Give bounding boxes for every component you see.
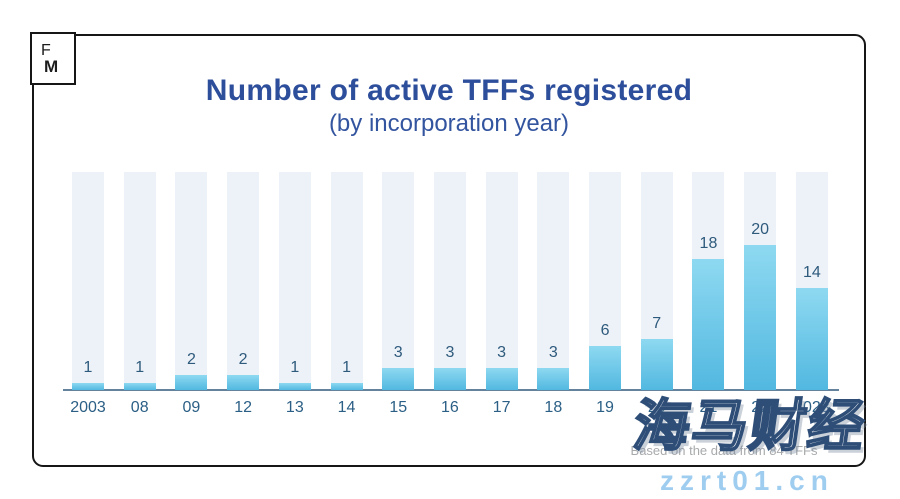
bar-column: 3 15 <box>382 172 415 416</box>
fm-logo-letter-m: M <box>44 56 59 76</box>
bar <box>72 383 104 390</box>
bar-value-label: 2 <box>238 351 248 368</box>
bar-value-label: 2 <box>186 351 196 368</box>
bar <box>744 245 777 390</box>
bar-value-label: 3 <box>393 344 403 361</box>
source-caption: Based on the data from 84 TFFs <box>630 443 818 458</box>
x-tick-label: 2023 <box>794 399 830 416</box>
watermark-url-text: zzrt01.cn <box>660 465 834 496</box>
bar-value-label: 20 <box>751 221 770 238</box>
bar-value-label: 1 <box>342 359 351 376</box>
x-tick-label: 17 <box>492 399 511 416</box>
watermark-cjk-text: 海马财经 <box>629 393 872 458</box>
x-tick-label: 09 <box>182 399 201 416</box>
bar <box>692 259 725 390</box>
bar <box>795 288 828 390</box>
bar-column: 18 21 <box>692 172 725 416</box>
chart-subtitle: (by incorporation year) <box>328 110 570 137</box>
bar <box>227 375 260 390</box>
fm-logo: F M <box>30 32 76 85</box>
fm-logo-letter-f: F <box>41 41 51 59</box>
bar <box>640 339 673 390</box>
x-tick-label: 12 <box>234 399 253 416</box>
bar-value-label: 14 <box>802 264 821 281</box>
x-axis-line <box>63 389 839 391</box>
bar-column: 3 16 <box>433 172 466 416</box>
x-tick-label: 15 <box>389 399 408 416</box>
x-tick-label: 16 <box>441 399 459 416</box>
bar-column: 1 08 <box>123 172 156 416</box>
x-tick-label: 13 <box>285 399 304 416</box>
x-tick-label: 08 <box>130 399 149 416</box>
bar-value-label: 1 <box>83 359 93 376</box>
x-tick-label: 18 <box>544 399 563 416</box>
bar-value-label: 1 <box>290 359 300 376</box>
bar-column: 2 09 <box>175 172 208 416</box>
chart-frame-border <box>32 34 866 467</box>
chart-title: Number of active TFFs registered <box>205 74 693 107</box>
bar-value-label: 18 <box>699 235 718 252</box>
x-tick-label: 19 <box>596 399 614 416</box>
bar-value-label: 6 <box>600 322 610 339</box>
chart-columns: 1 2003 1 08 2 09 2 12 1 13 1 14 3 15 3 16 3 17 3 18 6 19 7 20 18… <box>70 172 830 416</box>
bar <box>278 383 311 390</box>
bar-column: 3 17 <box>485 172 518 416</box>
bar <box>433 368 466 390</box>
bar-column: 20 22 <box>744 172 777 416</box>
bar-column: 1 13 <box>278 172 311 416</box>
bar-value-label: 3 <box>497 344 507 361</box>
bar-value-label: 7 <box>652 315 662 332</box>
bar-column: 1 2003 <box>70 172 106 416</box>
x-tick-label: 21 <box>699 399 718 416</box>
bar <box>382 368 415 390</box>
bar-value-label: 3 <box>548 344 558 361</box>
bar-column: 14 2023 <box>794 172 830 416</box>
x-tick-label: 20 <box>647 399 666 416</box>
bar-column: 1 14 <box>330 172 363 416</box>
bar <box>589 346 622 390</box>
bar-value-label: 3 <box>445 344 455 361</box>
bar-column: 2 12 <box>227 172 260 416</box>
bar <box>175 375 208 390</box>
x-tick-label: 14 <box>337 399 356 416</box>
bar <box>330 383 363 390</box>
bar-column: 3 18 <box>537 172 570 416</box>
bar-column: 7 20 <box>640 172 673 416</box>
bar <box>123 383 156 390</box>
x-tick-label: 2003 <box>70 399 106 416</box>
bar <box>537 368 570 390</box>
bar-value-label: 1 <box>135 359 145 376</box>
bar <box>485 368 518 390</box>
bar-column: 6 19 <box>589 172 622 416</box>
x-tick-label: 22 <box>751 399 770 416</box>
